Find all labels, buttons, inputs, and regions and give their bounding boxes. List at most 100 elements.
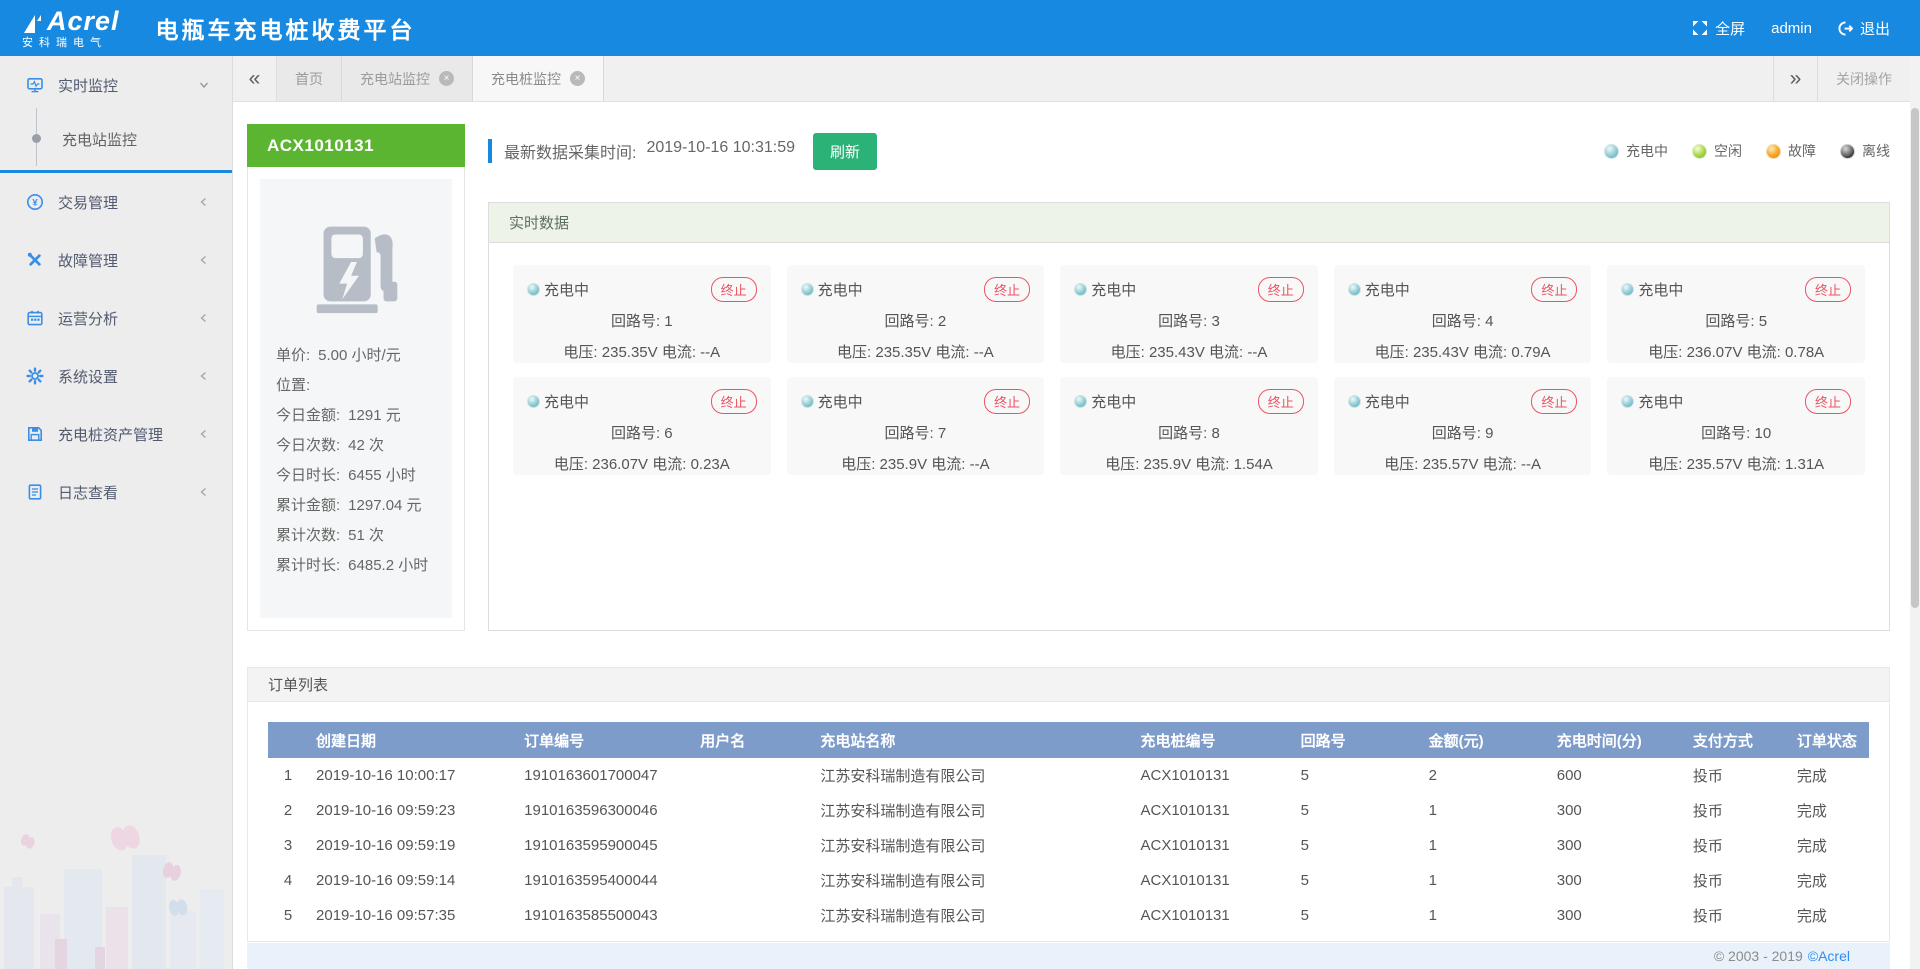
tab-station-monitor[interactable]: 充电站监控 × — [342, 56, 473, 101]
circuit-card: 充电中 终止 回路号: 2 电压: — [786, 265, 1045, 363]
scrollbar-thumb[interactable] — [1911, 108, 1919, 608]
app-header: Acrel 安科瑞电气 电瓶车充电桩收费平台 全屏 admin 退出 — [0, 0, 1920, 56]
terminate-button[interactable]: 终止 — [1257, 277, 1304, 302]
cell-row-index: 1 — [283, 767, 293, 784]
circuit-number-label: 回路号: — [1158, 425, 1208, 442]
terminate-button[interactable]: 终止 — [1257, 389, 1304, 414]
realtime-panel-title: 实时数据 — [489, 203, 1889, 243]
logo-subtext: 安科瑞电气 — [22, 36, 107, 49]
sidebar-item-faults[interactable]: 故障管理 — [0, 231, 232, 289]
stat-value: 5.00 小时/元 — [318, 347, 401, 364]
tab-close-icon[interactable]: × — [570, 71, 585, 86]
terminate-button[interactable]: 终止 — [1804, 389, 1851, 414]
stat-value: 6485.2 小时 — [348, 557, 429, 574]
cell-row-index: 3 — [283, 837, 293, 854]
collect-time-value: 2019-10-16 10:31:59 — [646, 139, 796, 156]
sidebar-item-settings[interactable]: 系统设置 — [0, 347, 232, 405]
table-row[interactable]: 5 2019-10-16 09:57:35 1910163585500043 江… — [268, 898, 1869, 933]
tab-home[interactable]: 首页 — [277, 56, 342, 101]
cell-order-number: 1910163601700047 — [524, 767, 658, 784]
cell-order-status: 完成 — [1796, 768, 1827, 785]
terminate-button[interactable]: 终止 — [1531, 389, 1578, 414]
sidebar-item-station-monitor[interactable]: 充电站监控 — [0, 108, 232, 166]
logout-button[interactable]: 退出 — [1838, 18, 1890, 39]
charging-status-icon — [1621, 395, 1635, 408]
voltage-label: 电压: — [1648, 344, 1683, 361]
current-value: 0.78A — [1784, 344, 1825, 361]
circuit-status-label: 充电中 — [1638, 394, 1684, 411]
cell-order-number: 1910163595400044 — [524, 872, 658, 889]
sidebar-item-label: 交易管理 — [58, 194, 119, 212]
cell-create-date: 2019-10-16 09:57:35 — [316, 907, 456, 924]
tab-close-icon[interactable]: × — [439, 71, 454, 86]
stat-label: 累计时长: — [276, 557, 341, 574]
charging-status-icon — [1074, 395, 1088, 408]
chevron-left-icon — [198, 196, 210, 208]
circuit-cards: 充电中 终止 回路号: 1 电压: — [489, 243, 1889, 497]
voltage-label: 电压: — [837, 344, 872, 361]
sidebar-item-analytics[interactable]: 运营分析 — [0, 289, 232, 347]
terminate-button[interactable]: 终止 — [984, 389, 1031, 414]
sidebar-item-pile-assets[interactable]: 充电桩资产管理 — [0, 405, 232, 463]
close-operations-button[interactable]: 关闭操作 — [1817, 56, 1920, 101]
circuit-number-label: 回路号: — [1158, 313, 1208, 330]
table-row[interactable]: 4 2019-10-16 09:59:14 1910163595400044 江… — [268, 863, 1869, 898]
current-value: --A — [973, 344, 994, 361]
cell-pile-number: ACX1010131 — [1140, 767, 1230, 784]
cell-circuit-number: 5 — [1300, 837, 1309, 854]
terminate-button[interactable]: 终止 — [1804, 277, 1851, 302]
vertical-scrollbar[interactable] — [1910, 56, 1920, 969]
circuit-card: 充电中 终止 回路号: 6 电压: — [513, 377, 771, 475]
cell-pay-method: 投币 — [1692, 838, 1723, 855]
stat-label: 单价: — [276, 347, 311, 364]
orders-table: 创建日期 订单编号 用户名 充电站名称 充电桩编号 — [268, 722, 1869, 933]
circuit-status-label: 充电中 — [817, 394, 863, 411]
current-value: 0.79A — [1511, 344, 1551, 361]
cell-user-name — [692, 863, 812, 898]
charging-status-icon — [1347, 395, 1361, 408]
tabs-scroll-right-icon[interactable]: » — [1773, 56, 1817, 101]
sidebar-item-label: 故障管理 — [58, 252, 119, 270]
sidebar-item-logs[interactable]: 日志查看 — [0, 463, 232, 521]
current-label: 电流: — [935, 344, 970, 361]
voltage-label: 电压: — [553, 456, 588, 473]
stat-label: 今日时长: — [276, 467, 341, 484]
current-value: --A — [1247, 344, 1268, 361]
terminate-button[interactable]: 终止 — [984, 277, 1031, 302]
station-stat-line: 今日金额: 1291 元 — [276, 401, 436, 431]
tab-label: 充电站监控 — [360, 70, 430, 87]
username[interactable]: admin — [1771, 20, 1812, 37]
current-label: 电流: — [652, 456, 687, 473]
charging-status-icon — [1347, 283, 1361, 296]
fullscreen-icon — [1692, 20, 1708, 36]
stat-value: 42 次 — [348, 437, 385, 454]
sidebar-item-realtime-monitor[interactable]: 实时监控 — [0, 56, 232, 114]
status-legend: 充电中 空闲 故障 离 — [1604, 141, 1890, 161]
terminate-button[interactable]: 终止 — [710, 277, 757, 302]
orders-section: 订单列表 创建日期 — [247, 667, 1890, 942]
current-value: --A — [700, 344, 721, 361]
fullscreen-label: 全屏 — [1715, 20, 1746, 38]
voltage-value: 236.07V — [592, 456, 649, 473]
circuit-number-value: 7 — [937, 425, 947, 442]
fault-icon — [26, 251, 44, 269]
table-row[interactable]: 2 2019-10-16 09:59:23 1910163596300046 江… — [268, 793, 1869, 828]
sidebar-item-transactions[interactable]: ¥ 交易管理 — [0, 173, 232, 231]
footer-brand-link[interactable]: ©Acrel — [1807, 948, 1850, 964]
fullscreen-button[interactable]: 全屏 — [1692, 18, 1745, 39]
terminate-button[interactable]: 终止 — [1531, 277, 1578, 302]
analysis-icon — [26, 309, 44, 327]
refresh-button[interactable]: 刷新 — [813, 132, 878, 170]
terminate-button[interactable]: 终止 — [710, 389, 757, 414]
tab-pile-monitor[interactable]: 充电桩监控 × — [473, 56, 604, 101]
stat-label: 今日次数: — [276, 437, 341, 454]
chevron-down-icon — [198, 79, 210, 91]
circuit-card: 充电中 终止 回路号: 1 电压: — [513, 265, 771, 363]
circuit-number-value: 4 — [1485, 313, 1494, 330]
table-row[interactable]: 3 2019-10-16 09:59:19 1910163595900045 江… — [268, 828, 1869, 863]
tree-node-icon — [32, 108, 44, 166]
username-label: admin — [1771, 19, 1812, 37]
tabs-scroll-left-icon[interactable]: « — [233, 56, 277, 101]
voltage-label: 电压: — [1648, 456, 1683, 473]
table-row[interactable]: 1 2019-10-16 10:00:17 1910163601700047 江… — [268, 758, 1869, 793]
